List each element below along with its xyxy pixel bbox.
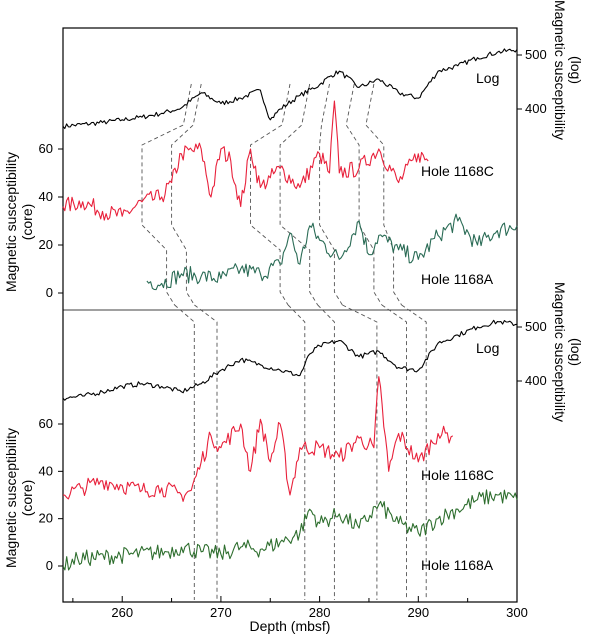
x-tick-label: 280: [309, 605, 331, 620]
correlation-line-lower: [401, 304, 427, 600]
core-tick-label: 60: [39, 141, 53, 156]
log-tick-label: 500: [525, 319, 547, 334]
correlation-line-lower: [174, 304, 195, 600]
correlation-lines-lower: [174, 304, 427, 600]
core-tick-label: 0: [46, 558, 53, 573]
log-tick-label: 400: [525, 101, 547, 116]
correlation-line-lower: [317, 304, 335, 600]
correlation-line-upper: [319, 83, 343, 306]
correlation-line-upper: [279, 83, 319, 306]
core-tick-label: 20: [39, 237, 53, 252]
correlation-lines-upper: [141, 83, 402, 306]
upper-core-axis-label-line1: Magnetic susceptibility: [3, 152, 19, 292]
series-upper-hole-1168a: [146, 213, 518, 291]
correlation-line-upper: [171, 83, 202, 306]
correlation-line-upper: [345, 83, 383, 306]
x-axis-title: Depth (mbsf): [250, 618, 331, 634]
series-lower-log: [62, 319, 518, 401]
core-tick-label: 20: [39, 511, 53, 526]
x-tick-label: 270: [210, 605, 232, 620]
upper-label-1168c: Hole 1168C: [421, 163, 494, 179]
correlation-line-lower: [381, 304, 407, 600]
lower-log-axis-label-line1: Magnetic susceptibility: [552, 282, 568, 422]
core-tick-label: 60: [39, 416, 53, 431]
lower-label-1168c: Hole 1168C: [421, 467, 494, 483]
lower-log-axis-label-line2: (log): [568, 338, 584, 366]
correlation-line-lower: [342, 304, 378, 600]
upper-label-1168a: Hole 1168A: [421, 271, 494, 287]
upper-label-log: Log: [476, 70, 499, 86]
log-tick-label: 500: [525, 47, 547, 62]
plot-frame: [62, 27, 518, 603]
upper-log-axis-label-line1: Magnetic susceptibility: [552, 0, 568, 140]
series-upper-log: [62, 48, 518, 130]
lower-label-log: Log: [476, 340, 499, 356]
core-tick-label: 0: [46, 285, 53, 300]
series-lower-hole-1168a: [62, 489, 518, 571]
series-upper-hole-1168c: [62, 100, 429, 221]
lower-core-axis-label-line2: (core): [19, 480, 35, 517]
correlation-line-lower: [287, 304, 306, 600]
correlation-line-upper: [250, 83, 291, 306]
core-tick-label: 40: [39, 189, 53, 204]
x-tick-label: 290: [407, 605, 429, 620]
upper-core-axis-label-line2: (core): [19, 204, 35, 241]
core-tick-label: 40: [39, 463, 53, 478]
correlation-line-upper: [365, 83, 402, 306]
x-tick-label: 260: [111, 605, 133, 620]
lower-label-1168a: Hole 1168A: [421, 557, 494, 573]
correlation-line-lower: [194, 304, 218, 600]
lower-core-axis-label-line1: Magnetic susceptibility: [3, 428, 19, 568]
x-tick-label: 300: [506, 605, 528, 620]
axes-group: 260 270 280 290 300 0 20 40 60 400 500 0 20 40 60 400 50…: [39, 43, 547, 620]
series-lower-hole-1168c: [62, 376, 454, 502]
series-group: [62, 48, 518, 571]
log-tick-label: 400: [525, 373, 547, 388]
upper-log-axis-label-line2: (log): [568, 56, 584, 84]
